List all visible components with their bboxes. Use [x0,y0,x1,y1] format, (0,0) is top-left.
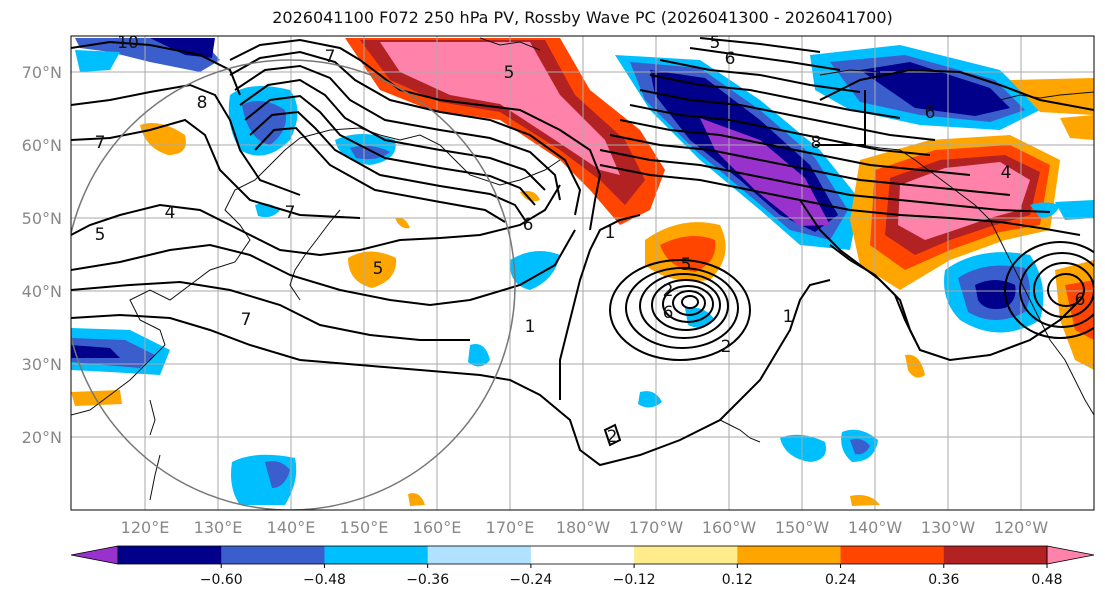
contour-label: 8 [811,133,822,153]
contour-label: 5 [710,33,721,53]
contour-label: 7 [95,133,106,153]
contour-label: 6 [1075,290,1086,310]
map-plot-area: 10 8 7 7 5 4 5 7 7 5 6 1 1 1 2 2 2 5 5 6… [71,33,1094,510]
colorbar-segment [943,546,1048,564]
lon-tick-label: 170°E [486,518,535,537]
colorbar-segment [427,546,532,564]
contour-label: 4 [165,203,176,223]
map-title: 2026041100 F072 250 hPa PV, Rossby Wave … [272,8,893,27]
colorbar-tick-label: −0.48 [303,572,346,588]
colorbar-tick-label: 0.36 [928,572,959,588]
lon-tick-label: 120°W [994,518,1049,537]
contour-label: 7 [241,310,252,330]
contour-label: 4 [1001,163,1012,183]
lon-tick-label: 160°E [413,518,462,537]
contour-label: 6 [925,103,936,123]
contour-label: 5 [681,255,692,275]
lon-tick-label: 180°W [556,518,611,537]
colorbar-segment [530,546,635,564]
lon-tick-label: 140°E [267,518,316,537]
lon-tick-label: 140°W [848,518,903,537]
contour-label: 6 [663,303,674,323]
contour-label: 7 [285,203,296,223]
pv-shading [71,38,1094,506]
contour-label: 2 [607,427,618,447]
lon-tick-label: 150°W [775,518,830,537]
colorbar-tick-label: −0.60 [200,572,243,588]
lat-tick-label: 60°N [22,136,62,155]
lon-tick-label: 170°W [629,518,684,537]
lat-tick-label: 20°N [22,428,62,447]
lat-tick-label: 50°N [22,209,62,228]
longitude-axis: 120°E 130°E 140°E 150°E 160°E 170°E 180°… [121,518,1049,537]
lat-tick-label: 70°N [22,63,62,82]
contour-label: 6 [725,49,736,69]
colorbar-segment [634,546,738,564]
contour-label: 7 [325,47,336,67]
colorbar-tick-label: 0.24 [825,572,856,588]
coastlines [71,37,1094,501]
contour-label: 1 [783,307,794,327]
contour-label: 1 [525,317,536,337]
contour-label: 2 [721,337,732,357]
contour-label: 1 [605,223,616,243]
latitude-axis: 70°N 60°N 50°N 40°N 30°N 20°N [22,63,62,447]
lon-tick-label: 160°W [702,518,757,537]
colorbar-segment [324,546,429,564]
colorbar-segment [118,546,222,564]
contour-labels: 10 8 7 7 5 4 5 7 7 5 6 1 1 1 2 2 2 5 5 6… [95,33,1086,447]
lat-tick-label: 40°N [22,282,62,301]
colorbar-tick-label: −0.36 [406,572,449,588]
colorbar-segment [840,546,945,564]
pv-contours [71,37,1094,467]
colorbar-extend-low [70,545,119,565]
map-frame [70,35,1095,511]
contour-label: 10 [117,33,139,53]
lat-tick-label: 30°N [22,355,62,374]
colorbar: −0.60 −0.48 −0.36 −0.24 −0.12 0.12 0.24 0.36 0.4… [70,545,1095,588]
colorbar-segment [737,546,842,564]
lon-tick-label: 150°E [340,518,389,537]
contour-label: 5 [95,225,106,245]
colorbar-segment [221,546,325,564]
contour-label: 2 [663,281,674,301]
graticule [71,36,1094,510]
lon-tick-label: 120°E [121,518,170,537]
colorbar-extend-high [1046,545,1095,565]
contour-label: 8 [197,93,208,113]
contour-label: 5 [373,259,384,279]
region-circle [71,59,516,510]
lon-tick-label: 130°E [194,518,243,537]
lon-tick-label: 130°W [921,518,976,537]
colorbar-tick-label: 0.48 [1031,572,1062,588]
colorbar-tick-label: −0.12 [613,572,656,588]
contour-label: 6 [523,215,534,235]
contour-label: 5 [504,63,515,83]
colorbar-tick-label: −0.24 [509,572,552,588]
colorbar-tick-label: 0.12 [722,572,753,588]
